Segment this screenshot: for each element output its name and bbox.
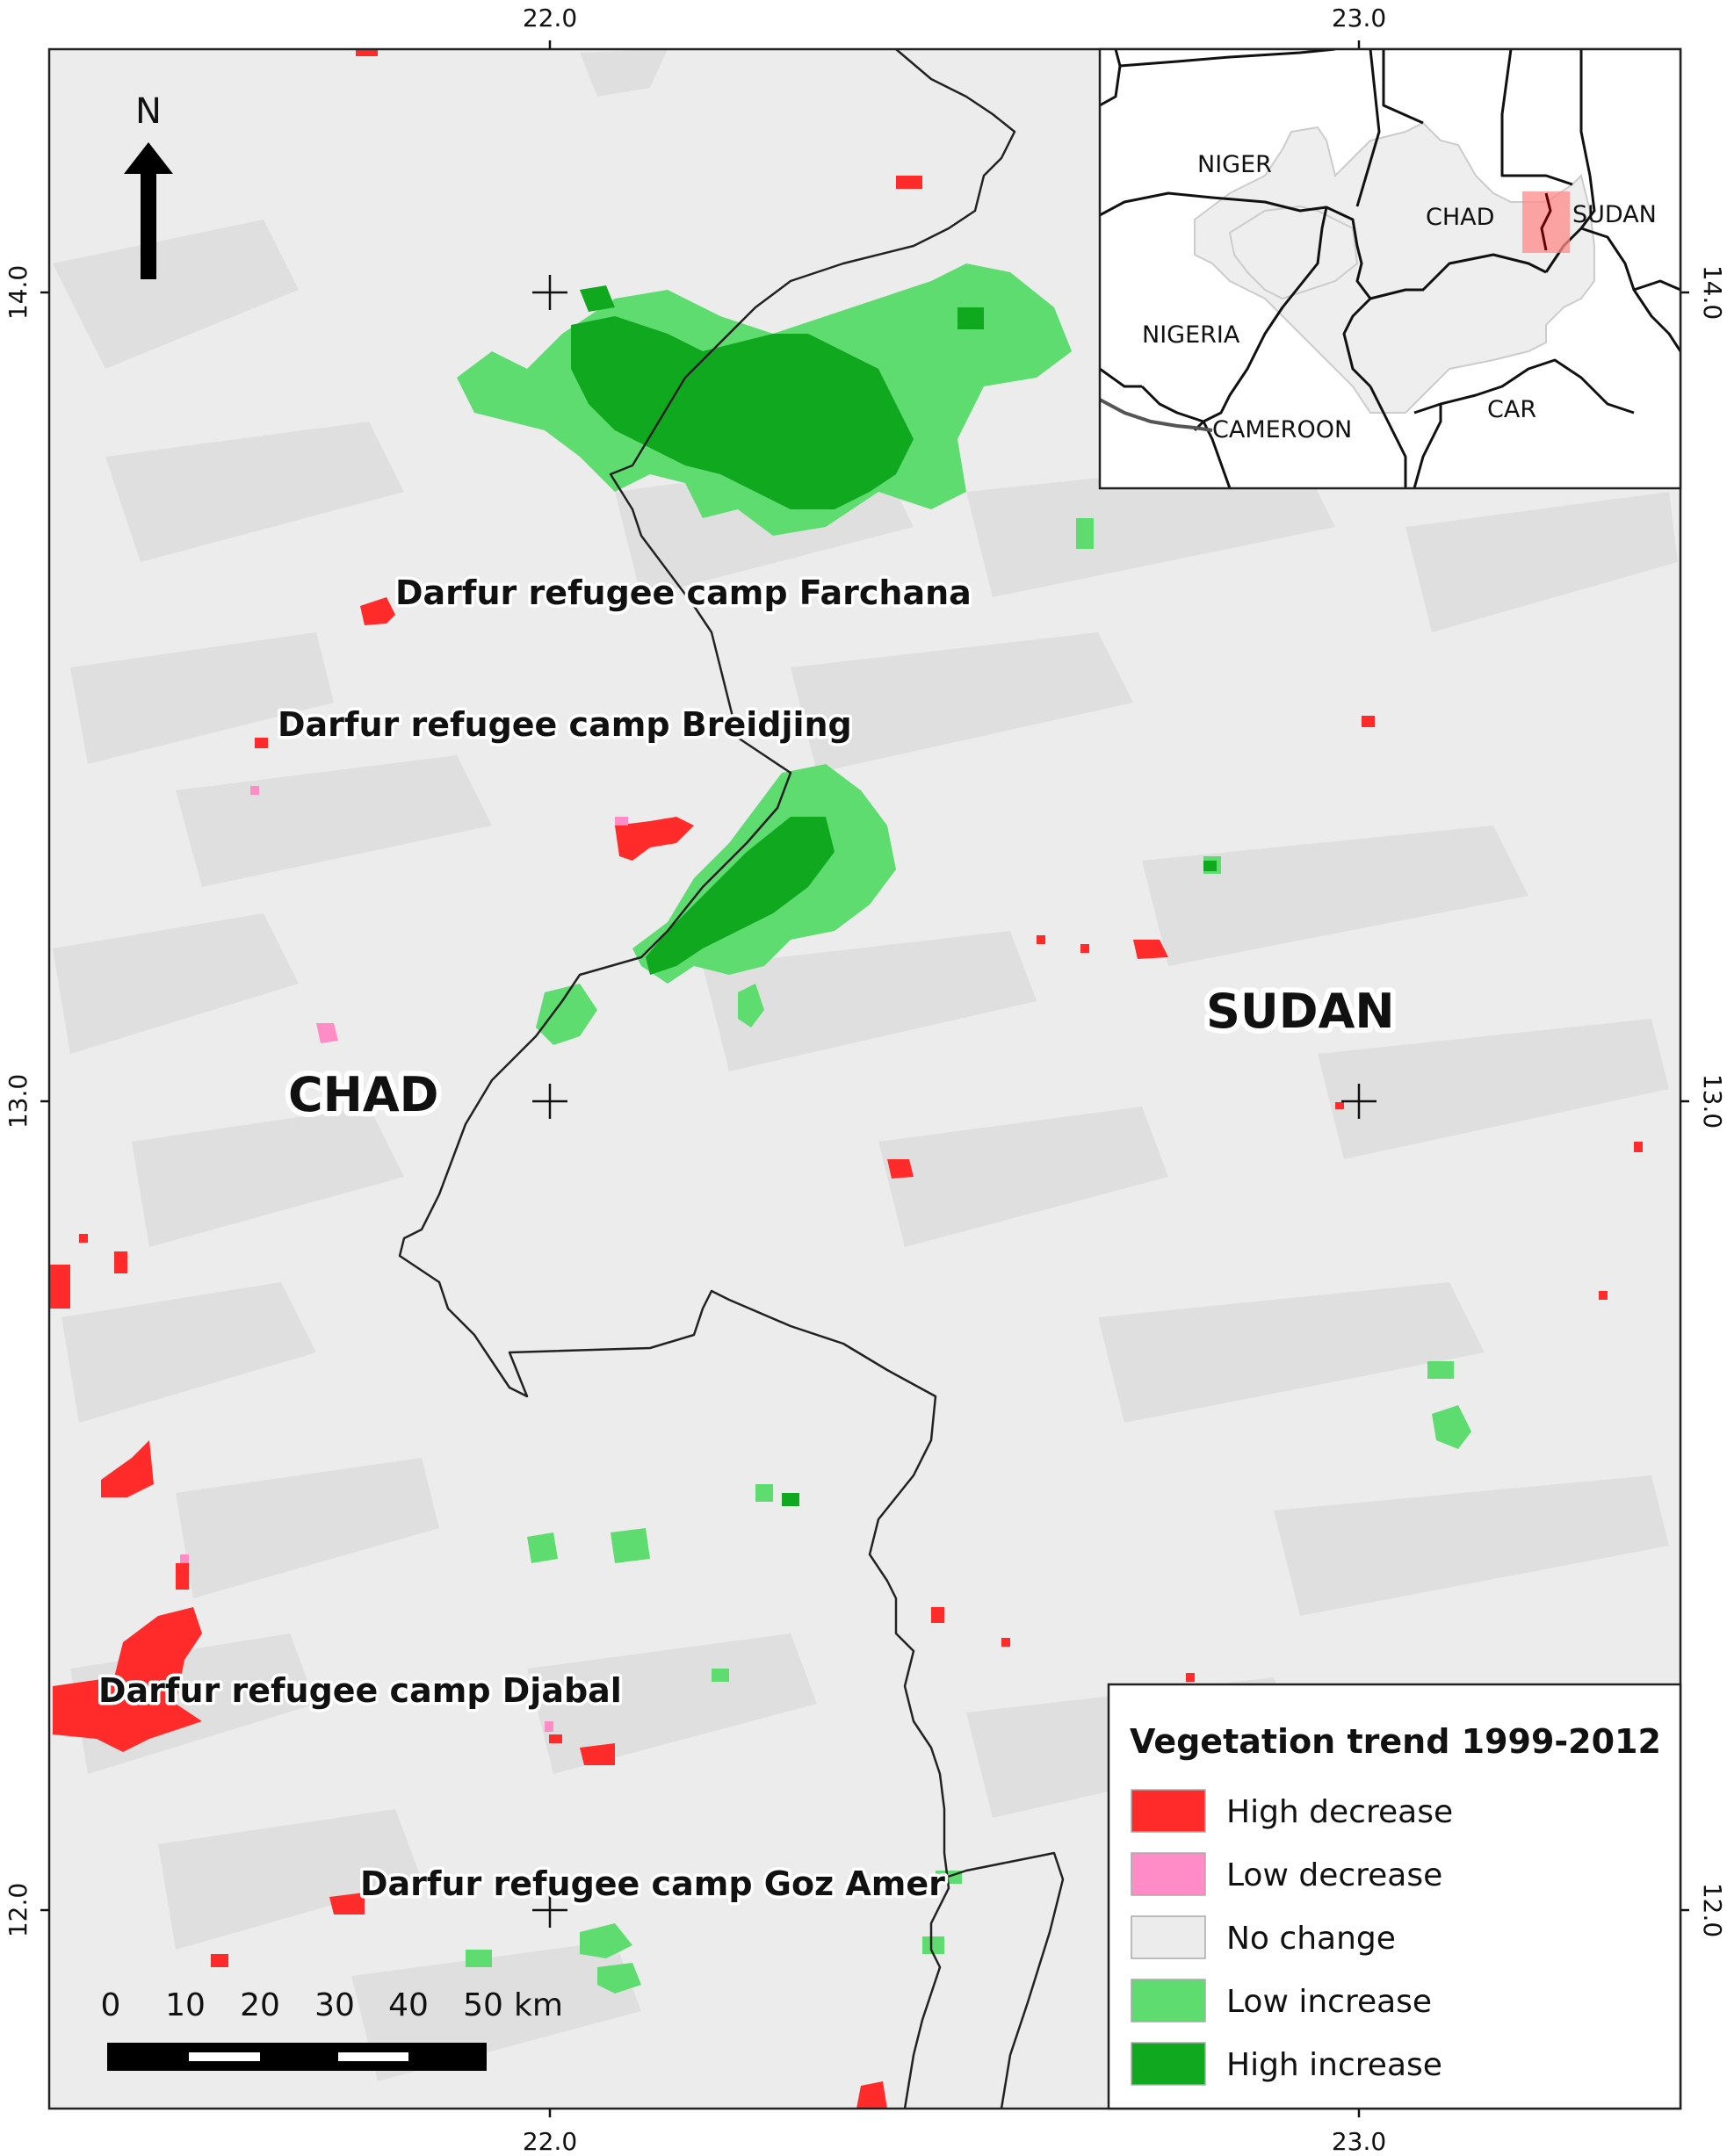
scale-bar-ticks: 0 10 20 30 40 50 km [101, 1987, 563, 2023]
x-axis-bottom-labels: 22.0 23.0 [523, 2127, 1386, 2156]
x-tick-bottom-23: 23.0 [1332, 2127, 1386, 2156]
north-arrow: N [124, 91, 173, 279]
camp-label-breidjing: Darfur refugee camp Breidjing [278, 705, 852, 744]
legend-label-high-increase: High increase [1226, 2047, 1442, 2083]
legend-item-high-decrease: High decrease [1131, 1789, 1453, 1833]
y-tick-right-14: 14.0 [1698, 265, 1727, 320]
inset-label-nigeria: NIGERIA [1142, 321, 1240, 349]
x-axis-top-labels: 22.0 23.0 [523, 4, 1386, 32]
camp-label-djabal: Darfur refugee camp Djabal [98, 1671, 622, 1710]
legend-item-low-decrease: Low decrease [1131, 1852, 1442, 1896]
inset-label-niger: NIGER [1197, 151, 1272, 178]
inset-frame [1098, 47, 1682, 490]
legend-item-no-change: No change [1131, 1915, 1396, 1959]
scale-tick-40: 40 [388, 1987, 429, 2023]
y-tick-right-13: 13.0 [1698, 1074, 1727, 1128]
scale-unit: km [514, 1987, 563, 2023]
y-tick-left-14: 14.0 [4, 265, 33, 320]
scale-tick-30: 30 [314, 1987, 355, 2023]
y-axis-right-labels: 14.0 13.0 12.0 [1698, 265, 1727, 1937]
north-label: N [135, 91, 162, 132]
legend-title: Vegetation trend 1999-2012 [1130, 1722, 1661, 1761]
graticule-crosses [532, 275, 1377, 1928]
camp-label-farchana: Darfur refugee camp Farchana [395, 573, 972, 612]
country-label-chad: CHAD [288, 1067, 438, 1122]
legend-label-no-change: No change [1226, 1921, 1396, 1957]
legend-label-high-decrease: High decrease [1226, 1794, 1453, 1830]
inset-locator-map: NIGER CHAD SUDAN NIGERIA CAMEROON CAR [1098, 47, 1682, 490]
camp-label-goz-amer: Darfur refugee camp Goz Amer [360, 1864, 945, 1903]
legend-box [1107, 1683, 1682, 2110]
legend-swatch-low-increase [1131, 1979, 1206, 2023]
legend-item-low-increase: Low increase [1131, 1979, 1432, 2023]
y-tick-left-12: 12.0 [4, 1883, 33, 1937]
north-arrow-icon [124, 142, 173, 279]
inset-label-chad: CHAD [1426, 204, 1494, 231]
legend-label-low-decrease: Low decrease [1226, 1857, 1442, 1893]
chad-sudan-border [398, 49, 1016, 2109]
inset-label-car: CAR [1487, 396, 1536, 423]
country-borders [398, 49, 1065, 2109]
low-decrease-areas [180, 786, 628, 1732]
x-tick-top-23: 23.0 [1332, 4, 1386, 32]
legend-item-high-increase: High increase [1131, 2042, 1442, 2086]
legend-swatch-high-decrease [1131, 1789, 1206, 1833]
scale-tick-20: 20 [240, 1987, 280, 2023]
x-tick-bottom-22: 22.0 [523, 2127, 577, 2156]
legend-swatch-low-decrease [1131, 1852, 1206, 1896]
y-axis-left-labels: 14.0 13.0 12.0 [4, 265, 33, 1937]
scale-tick-0: 0 [101, 1987, 121, 2023]
frame-ticks [40, 40, 1689, 2117]
legend: Vegetation trend 1999-2012 High decrease… [1107, 1683, 1682, 2110]
map-frame [47, 47, 1682, 2110]
scale-tick-50: 50 [463, 1987, 503, 2023]
y-tick-left-13: 13.0 [4, 1074, 33, 1128]
inset-shaded-region [1194, 121, 1595, 414]
legend-label-low-increase: Low increase [1226, 1984, 1432, 2020]
inset-label-cameroon: CAMEROON [1212, 416, 1352, 443]
legend-swatch-no-change [1131, 1915, 1206, 1959]
y-tick-right-12: 12.0 [1698, 1883, 1727, 1937]
terrain-relief [53, 49, 1678, 2081]
scale-bar: 0 10 20 30 40 50 km [101, 1987, 563, 2071]
country-label-sudan: SUDAN [1206, 984, 1395, 1039]
inset-label-sudan: SUDAN [1572, 201, 1657, 228]
high-increase-areas [571, 285, 1217, 1506]
scale-tick-10: 10 [165, 1987, 206, 2023]
southern-border [939, 1851, 1065, 2109]
legend-swatch-high-increase [1131, 2042, 1206, 2086]
x-tick-top-22: 22.0 [523, 4, 577, 32]
high-decrease-areas [49, 49, 1643, 2109]
